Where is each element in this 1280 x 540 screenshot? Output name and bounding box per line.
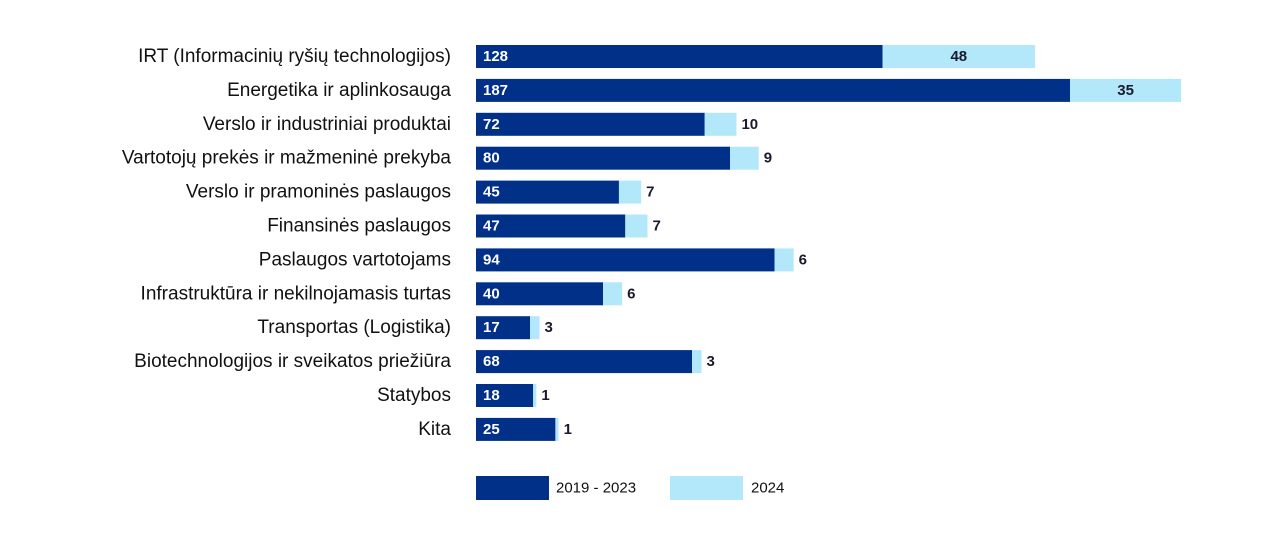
value-label-2019-2023: 40 — [483, 285, 500, 302]
bar-2024 — [530, 316, 540, 340]
value-label-2019-2023: 72 — [483, 116, 500, 133]
value-label-2019-2023: 25 — [483, 421, 500, 438]
category-label: Finansinės paslaugos — [267, 216, 451, 237]
legend-label-2019-2023: 2019 - 2023 — [556, 480, 636, 497]
category-label: Kita — [418, 419, 451, 440]
value-label-2019-2023: 17 — [483, 319, 500, 336]
bars-group: 128 48 187 35 72 10 80 9 45 7 47 7 94 6 40 6 17 3 68 3 18 1 25… — [476, 45, 1182, 441]
value-label-2019-2023: 18 — [483, 387, 500, 404]
bar-2019-2023 — [476, 282, 604, 306]
bar-2024 — [1070, 78, 1182, 102]
value-label-2024: 35 — [1117, 82, 1134, 99]
bar-2024 — [625, 214, 648, 238]
bar-2019-2023 — [476, 180, 619, 204]
bar-2019-2023 — [476, 214, 626, 238]
category-label: Vartotojų prekės ir mažmeninė prekyba — [122, 148, 452, 169]
value-label-2024: 3 — [545, 319, 553, 336]
value-label-2024: 6 — [799, 251, 807, 268]
value-label-2024: 7 — [653, 218, 661, 235]
bar-2019-2023 — [476, 146, 731, 170]
bar-2024 — [533, 384, 537, 407]
bar-2024 — [882, 45, 1036, 68]
value-label-2019-2023: 45 — [483, 184, 500, 201]
value-label-2024: 3 — [707, 353, 715, 370]
bar-2019-2023 — [476, 112, 705, 136]
value-label-2024: 48 — [950, 48, 967, 65]
legend-label-2024: 2024 — [751, 480, 784, 497]
bar-2019-2023 — [476, 350, 692, 374]
value-label-2024: 6 — [627, 285, 635, 302]
bar-2024 — [730, 146, 759, 170]
legend-swatch-2019-2023 — [476, 476, 549, 500]
category-label: Infrastruktūra ir nekilnojamasis turtas — [141, 283, 451, 304]
category-label: Statybos — [377, 385, 451, 406]
category-label: Energetika ir aplinkosauga — [227, 80, 451, 101]
category-label: Verslo ir pramoninės paslaugos — [186, 182, 451, 203]
value-label-2024: 7 — [646, 184, 654, 201]
value-label-2024: 10 — [741, 116, 758, 133]
bar-2024 — [603, 282, 623, 306]
legend: 2019 - 2023 2024 — [476, 476, 784, 500]
category-label: Verslo ir industriniai produktai — [203, 114, 451, 135]
value-label-2019-2023: 47 — [483, 218, 500, 235]
category-label: IRT (Informacinių ryšių technologijos) — [138, 46, 451, 67]
value-label-2019-2023: 128 — [483, 48, 508, 65]
value-label-2019-2023: 68 — [483, 353, 500, 370]
value-label-2019-2023: 80 — [483, 150, 500, 167]
bar-2024 — [704, 112, 737, 136]
bar-2024 — [618, 180, 642, 204]
bar-2019-2023 — [476, 78, 1070, 102]
bar-2019-2023 — [476, 384, 534, 407]
category-labels-group: IRT (Informacinių ryšių technologijos) En… — [122, 46, 452, 440]
bar-2019-2023 — [476, 417, 556, 441]
bar-2024 — [692, 350, 702, 374]
bar-2019-2023 — [476, 316, 530, 340]
value-label-2024: 1 — [541, 387, 549, 404]
bar-2019-2023 — [476, 45, 883, 68]
value-label-2024: 1 — [564, 421, 572, 438]
category-label: Transportas (Logistika) — [257, 317, 451, 338]
legend-swatch-2024 — [670, 476, 743, 500]
category-label: Paslaugos vartotojams — [259, 249, 451, 270]
value-label-2019-2023: 94 — [483, 251, 500, 268]
value-label-2024: 9 — [764, 150, 772, 167]
value-label-2019-2023: 187 — [483, 82, 508, 99]
bar-2024 — [555, 417, 559, 441]
bar-2019-2023 — [476, 248, 775, 272]
category-label: Biotechnologijos ir sveikatos priežiūra — [134, 351, 451, 372]
bar-2024 — [774, 248, 794, 272]
